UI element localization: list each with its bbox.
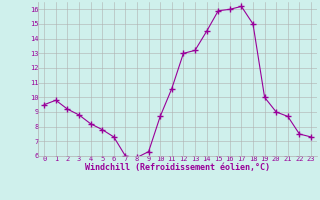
X-axis label: Windchill (Refroidissement éolien,°C): Windchill (Refroidissement éolien,°C) <box>85 163 270 172</box>
